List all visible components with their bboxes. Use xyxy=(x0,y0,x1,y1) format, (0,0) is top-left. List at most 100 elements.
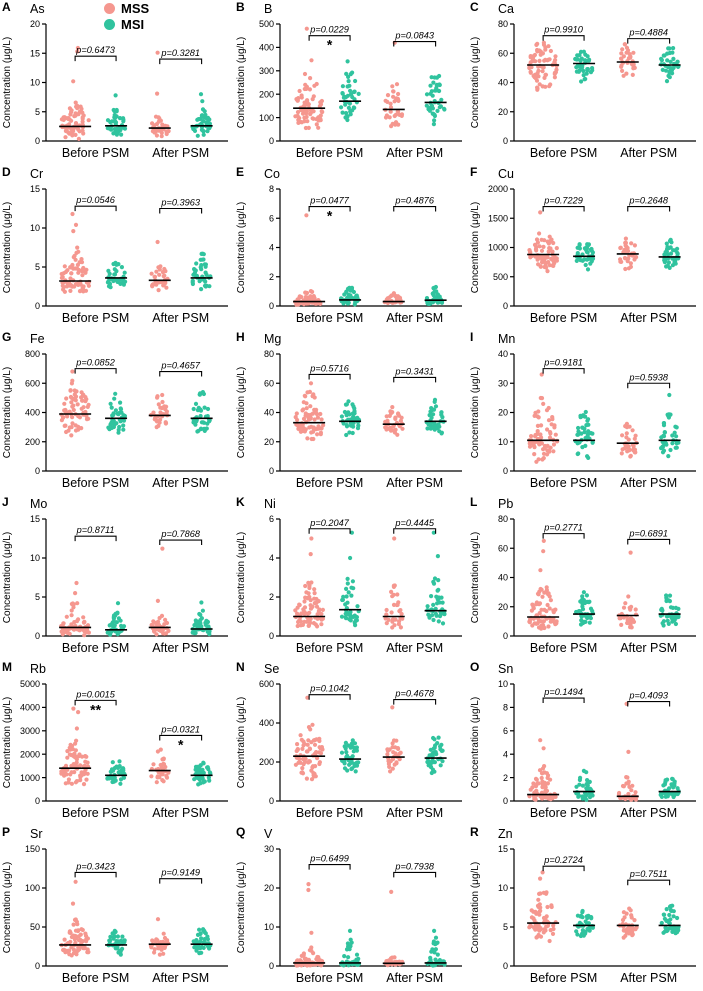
scatter-point xyxy=(69,781,74,786)
scatter-point xyxy=(122,938,127,944)
scatter-point xyxy=(300,622,305,627)
scatter-point-outlier xyxy=(305,695,310,700)
scatter-point xyxy=(629,241,634,246)
scatter-point xyxy=(550,417,555,422)
scatter-point xyxy=(434,613,439,618)
scatter-point xyxy=(439,430,444,435)
scatter-point-outlier xyxy=(71,706,76,711)
scatter-point xyxy=(201,761,206,766)
scatter-point xyxy=(535,87,540,92)
scatter-point xyxy=(200,390,205,395)
scatter-point xyxy=(671,56,676,62)
scatter-point xyxy=(317,736,322,741)
scatter-point xyxy=(529,908,534,913)
scatter-point xyxy=(528,249,533,254)
scatter-point xyxy=(71,407,76,413)
scatter-point xyxy=(69,770,74,775)
scatter-point xyxy=(440,621,446,626)
scatter-point xyxy=(583,76,588,82)
scatter-point xyxy=(304,749,309,754)
scatter-point xyxy=(585,267,591,272)
scatter-point xyxy=(551,449,556,454)
scatter-point xyxy=(152,620,157,625)
scatter-point xyxy=(77,260,82,265)
x-group-label: Before PSM xyxy=(62,311,129,325)
scatter-point xyxy=(205,937,210,942)
panel-letter: Q xyxy=(236,825,245,839)
y-tick-label: 8 xyxy=(503,703,508,713)
scatter-point xyxy=(297,88,302,94)
scatter-point xyxy=(551,926,556,932)
x-group-label: Before PSM xyxy=(62,476,129,490)
x-group-label: After PSM xyxy=(620,476,677,490)
scatter-point xyxy=(341,594,346,599)
scatter-point xyxy=(588,606,594,611)
scatter-point xyxy=(73,266,78,271)
scatter-point xyxy=(621,54,626,59)
scatter-point xyxy=(156,265,161,270)
scatter-point xyxy=(111,779,117,784)
p-value-label: p=0.7938 xyxy=(394,861,434,871)
scatter-point xyxy=(346,105,351,110)
scatter-point xyxy=(587,779,592,784)
scatter-point xyxy=(152,947,157,952)
scatter-point xyxy=(387,747,392,752)
scatter-point xyxy=(576,440,581,445)
scatter-point xyxy=(539,396,545,401)
scatter-point xyxy=(121,624,127,629)
scatter-point xyxy=(293,762,298,767)
scatter-point xyxy=(435,108,440,113)
scatter-point xyxy=(434,289,439,294)
scatter-point xyxy=(540,84,545,89)
scatter-point xyxy=(350,94,355,100)
comparison-bracket xyxy=(74,368,117,374)
scatter-point xyxy=(575,53,580,58)
scatter-point xyxy=(542,764,547,769)
scatter-point xyxy=(111,615,116,620)
scatter-point xyxy=(385,93,391,98)
scatter-point xyxy=(121,775,127,780)
p-value-label: p=0.4876 xyxy=(394,196,434,206)
scatter-point xyxy=(575,451,580,457)
scatter-point xyxy=(114,620,119,625)
scatter-point xyxy=(541,451,547,456)
scatter-point xyxy=(113,408,118,413)
scatter-point xyxy=(659,920,664,926)
scatter-point xyxy=(545,923,550,928)
scatter-point xyxy=(344,947,350,952)
before-mss-points xyxy=(293,695,325,782)
scatter-point xyxy=(432,118,437,123)
scatter-point xyxy=(110,775,116,780)
scatter-point xyxy=(530,602,535,607)
scatter-point xyxy=(665,927,670,932)
scatter-point xyxy=(398,750,403,755)
scatter-point xyxy=(348,423,354,428)
scatter-point xyxy=(108,934,113,939)
x-group-label: After PSM xyxy=(620,146,677,160)
p-value-label: p=0.3963 xyxy=(160,198,200,208)
scatter-point xyxy=(432,576,438,581)
scatter-point xyxy=(202,405,207,410)
element-label: Ni xyxy=(264,497,276,511)
y-tick-label: 5 xyxy=(503,922,508,932)
scatter-point xyxy=(349,741,354,746)
x-group-label: Before PSM xyxy=(530,971,597,985)
scatter-point xyxy=(542,256,547,261)
scatter-point xyxy=(664,907,669,912)
scatter-point xyxy=(306,623,311,628)
after-mss-points xyxy=(617,906,639,940)
scatter-point xyxy=(105,280,110,285)
scatter-point-outlier xyxy=(155,239,160,245)
scatter-point xyxy=(393,745,398,750)
scatter-point xyxy=(532,452,537,457)
element-label: Cu xyxy=(498,167,514,181)
y-tick-label: 6 xyxy=(503,726,508,736)
scatter-point xyxy=(356,760,361,765)
panel-letter: F xyxy=(470,165,477,179)
scatter-point xyxy=(621,928,626,933)
scatter-point xyxy=(160,399,165,405)
scatter-point xyxy=(202,109,207,114)
x-group-label: Before PSM xyxy=(296,146,363,160)
y-tick-label: 5 xyxy=(35,592,40,602)
scatter-point xyxy=(442,612,447,617)
